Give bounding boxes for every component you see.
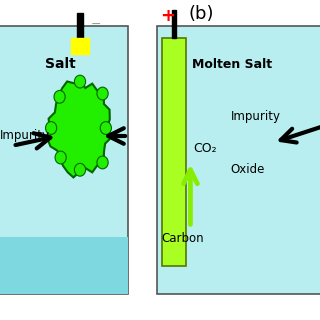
Text: Impurity: Impurity [0, 130, 50, 142]
Bar [71, 38, 89, 54]
Ellipse shape [100, 122, 111, 134]
Ellipse shape [75, 75, 86, 88]
Bar [0, 237, 128, 294]
Ellipse shape [54, 91, 65, 103]
Bar [172, 10, 176, 38]
Bar [157, 26, 320, 294]
Text: Carbon: Carbon [162, 232, 204, 245]
Bar [162, 38, 186, 266]
Ellipse shape [55, 151, 66, 164]
Ellipse shape [74, 163, 85, 176]
Bar [77, 13, 83, 45]
Text: Molten Salt: Molten Salt [192, 58, 272, 70]
Text: CO₂: CO₂ [194, 142, 217, 155]
Text: Impurity: Impurity [230, 110, 280, 123]
Polygon shape [47, 80, 111, 177]
Text: Salt: Salt [45, 57, 76, 71]
Text: (b): (b) [189, 5, 214, 23]
Text: +: + [160, 7, 175, 25]
Text: Oxide: Oxide [230, 163, 265, 176]
Ellipse shape [97, 156, 108, 169]
Ellipse shape [45, 122, 57, 134]
Bar [0, 26, 128, 294]
Ellipse shape [97, 87, 108, 100]
Text: −: − [91, 18, 102, 30]
